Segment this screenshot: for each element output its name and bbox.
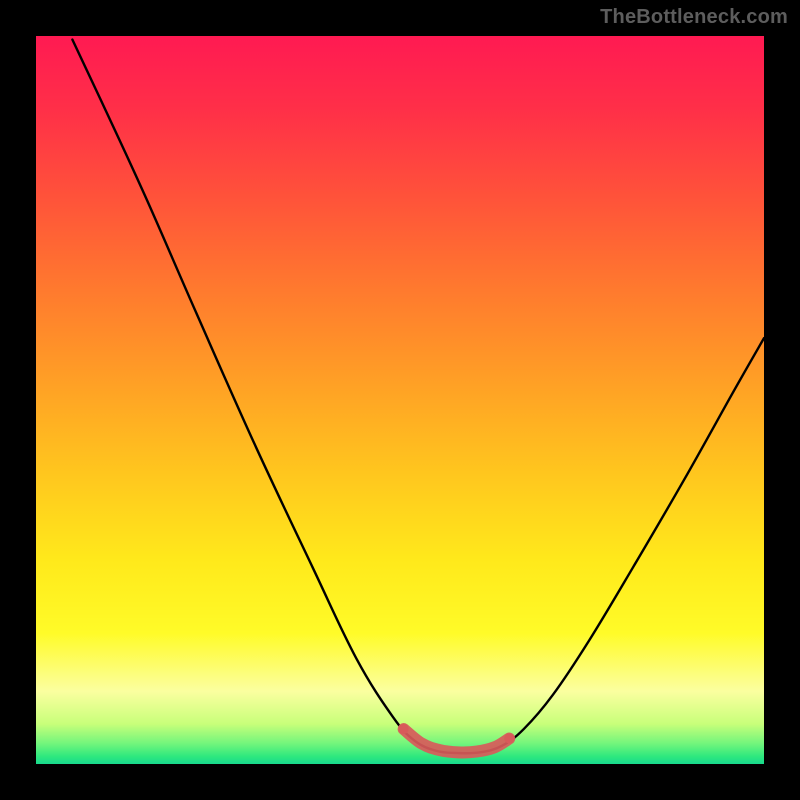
watermark-text: TheBottleneck.com bbox=[600, 6, 788, 29]
plot-svg bbox=[36, 36, 764, 764]
gradient-background bbox=[36, 36, 764, 764]
optimal-range-start-marker bbox=[399, 724, 409, 734]
chart-container: TheBottleneck.com bbox=[0, 0, 800, 800]
optimal-range-end-marker bbox=[504, 734, 514, 744]
plot-area bbox=[36, 36, 764, 764]
